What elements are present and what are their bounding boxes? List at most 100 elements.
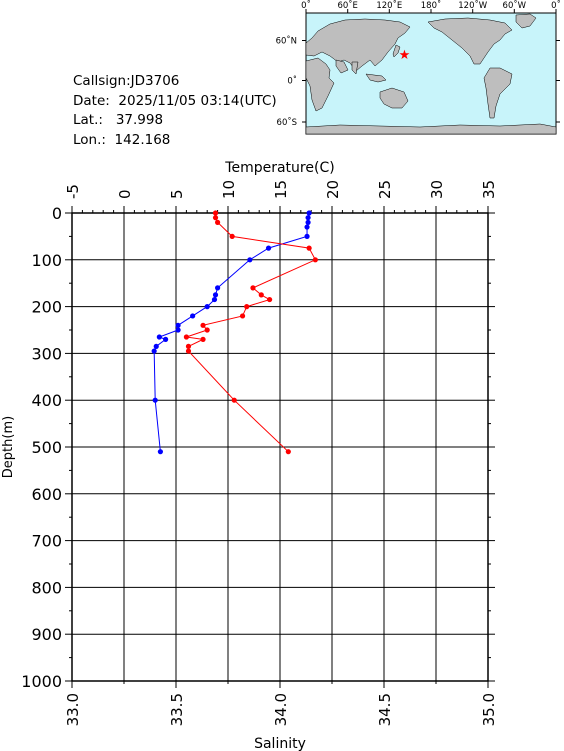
- map-lat-label: 60˚S: [277, 117, 297, 128]
- temperature-point: [190, 313, 196, 319]
- map-lon-label: 180˚: [421, 0, 441, 11]
- map-lat-label: 60˚N: [276, 36, 297, 47]
- station-info: Callsign:JD3706 Date: 2025/11/05 03:14(U…: [73, 72, 277, 150]
- temperature-point: [153, 343, 159, 349]
- salinity-point: [285, 449, 291, 455]
- salinity-line: [186, 213, 317, 453]
- map-lon-label: 0˚: [551, 0, 561, 11]
- depth-tick-label: 800: [31, 578, 62, 597]
- temperature-tick-label: 15: [272, 180, 290, 199]
- salinity-point: [185, 343, 192, 349]
- temperature-point: [212, 292, 219, 298]
- longitude-label: Lon.:: [73, 131, 106, 148]
- salinity-point: [250, 285, 256, 291]
- map-lon-label: 0˚: [301, 0, 311, 11]
- map-graticule: [302, 9, 560, 123]
- temperature-point: [151, 348, 157, 354]
- chart-grid: [71, 212, 489, 682]
- temperature-tick-label: -5: [64, 184, 82, 199]
- temperature-point: [305, 219, 311, 225]
- salinity-point: [231, 397, 237, 403]
- salinity-point: [212, 210, 219, 216]
- temperature-axis-label: Temperature(C): [224, 160, 334, 176]
- plot-frame: [71, 212, 489, 682]
- temperature-point: [204, 304, 210, 310]
- temperature-tick-label: 25: [376, 180, 394, 199]
- salinity-point: [204, 327, 210, 333]
- temperature-point: [306, 210, 312, 216]
- map-lon-labels: 0˚ 60˚E 120˚E 180˚ 120˚W 60˚W 0˚: [301, 0, 561, 11]
- temperature-point: [163, 336, 169, 342]
- map-lat-label: 0˚: [287, 76, 297, 87]
- callsign-text: Callsign:JD3706: [73, 73, 180, 89]
- depth-tick-label: 900: [31, 625, 62, 644]
- salinity-point: [200, 322, 206, 328]
- temperature-point: [211, 296, 218, 303]
- map-landmasses: [305, 13, 557, 135]
- chart-series: [151, 210, 318, 455]
- date-text: Date: 2025/11/05 03:14(UTC): [73, 92, 277, 109]
- salinity-point: [212, 215, 219, 221]
- depth-tick-label: 1000: [21, 672, 62, 691]
- salinity-tick-label: 34.5: [376, 693, 394, 726]
- depth-tick-label: 500: [31, 438, 62, 457]
- map-lon-label: 60˚W: [503, 0, 527, 11]
- salinity-point: [312, 257, 318, 263]
- salinity-tick-label: 33.5: [168, 693, 186, 726]
- map-lon-label: 60˚E: [337, 0, 357, 11]
- latitude-value: 37.998: [115, 112, 164, 128]
- temperature-point: [152, 397, 158, 403]
- depth-tick-label: 0: [52, 204, 62, 223]
- salinity-point: [306, 245, 312, 251]
- temperature-tick-label: 30: [428, 180, 446, 199]
- longitude-value: 142.168: [114, 131, 171, 148]
- star-icon: ★: [399, 48, 411, 63]
- depth-tick-label: 700: [31, 532, 62, 551]
- salinity-series: [183, 210, 318, 455]
- salinity-point: [185, 348, 192, 354]
- temperature-point: [215, 285, 221, 291]
- salinity-tick-label: 35.0: [480, 693, 498, 726]
- latitude-label: Lat.:: [73, 112, 103, 128]
- depth-axis-label: Depth(m): [1, 416, 16, 478]
- salinity-point: [229, 233, 235, 239]
- depth-tick-label: 200: [31, 298, 62, 317]
- temperature-point: [304, 224, 310, 230]
- salinity-axis-label: Salinity: [254, 736, 306, 751]
- temperature-point: [175, 322, 181, 328]
- depth-tick-label: 100: [31, 251, 62, 270]
- depth-tick-label: 400: [31, 391, 62, 410]
- temperature-tick-label: 0: [116, 189, 134, 199]
- temperature-point: [175, 327, 181, 333]
- temperature-point: [156, 334, 162, 340]
- chart-ticks: [65, 206, 495, 688]
- temperature-point: [157, 449, 163, 455]
- temperature-point: [265, 245, 272, 251]
- temperature-tick-label: 35: [480, 180, 498, 199]
- depth-tick-label: 600: [31, 485, 62, 504]
- salinity-tick-label: 34.0: [272, 693, 290, 726]
- temperature-point: [247, 257, 253, 263]
- depth-tick-label: 300: [31, 344, 62, 363]
- temperature-tick-label: 10: [220, 180, 238, 199]
- temperature-tick-label: 20: [324, 180, 342, 199]
- longitude-row: Lon.: 142.168: [73, 131, 277, 151]
- temperature-point: [304, 233, 310, 239]
- salinity-tick-label: 33.0: [64, 693, 82, 726]
- temperature-line: [153, 212, 310, 452]
- latitude-row: Lat.: 37.998: [73, 111, 277, 131]
- salinity-point: [183, 334, 189, 340]
- map-lon-label: 120˚W: [458, 0, 487, 11]
- salinity-point: [215, 219, 221, 225]
- world-map: 0˚ 60˚E 120˚E 180˚ 120˚W 60˚W 0˚ 60˚N 0˚…: [276, 0, 561, 135]
- map-lat-labels: 60˚N 0˚ 60˚S: [276, 36, 297, 129]
- temperature-point: [305, 215, 311, 221]
- map-lon-label: 120˚E: [376, 0, 402, 11]
- salinity-point: [244, 304, 250, 310]
- temperature-series: [151, 210, 312, 455]
- salinity-point: [267, 296, 273, 303]
- salinity-point: [200, 336, 206, 342]
- salinity-point: [258, 292, 264, 298]
- salinity-point: [239, 313, 246, 319]
